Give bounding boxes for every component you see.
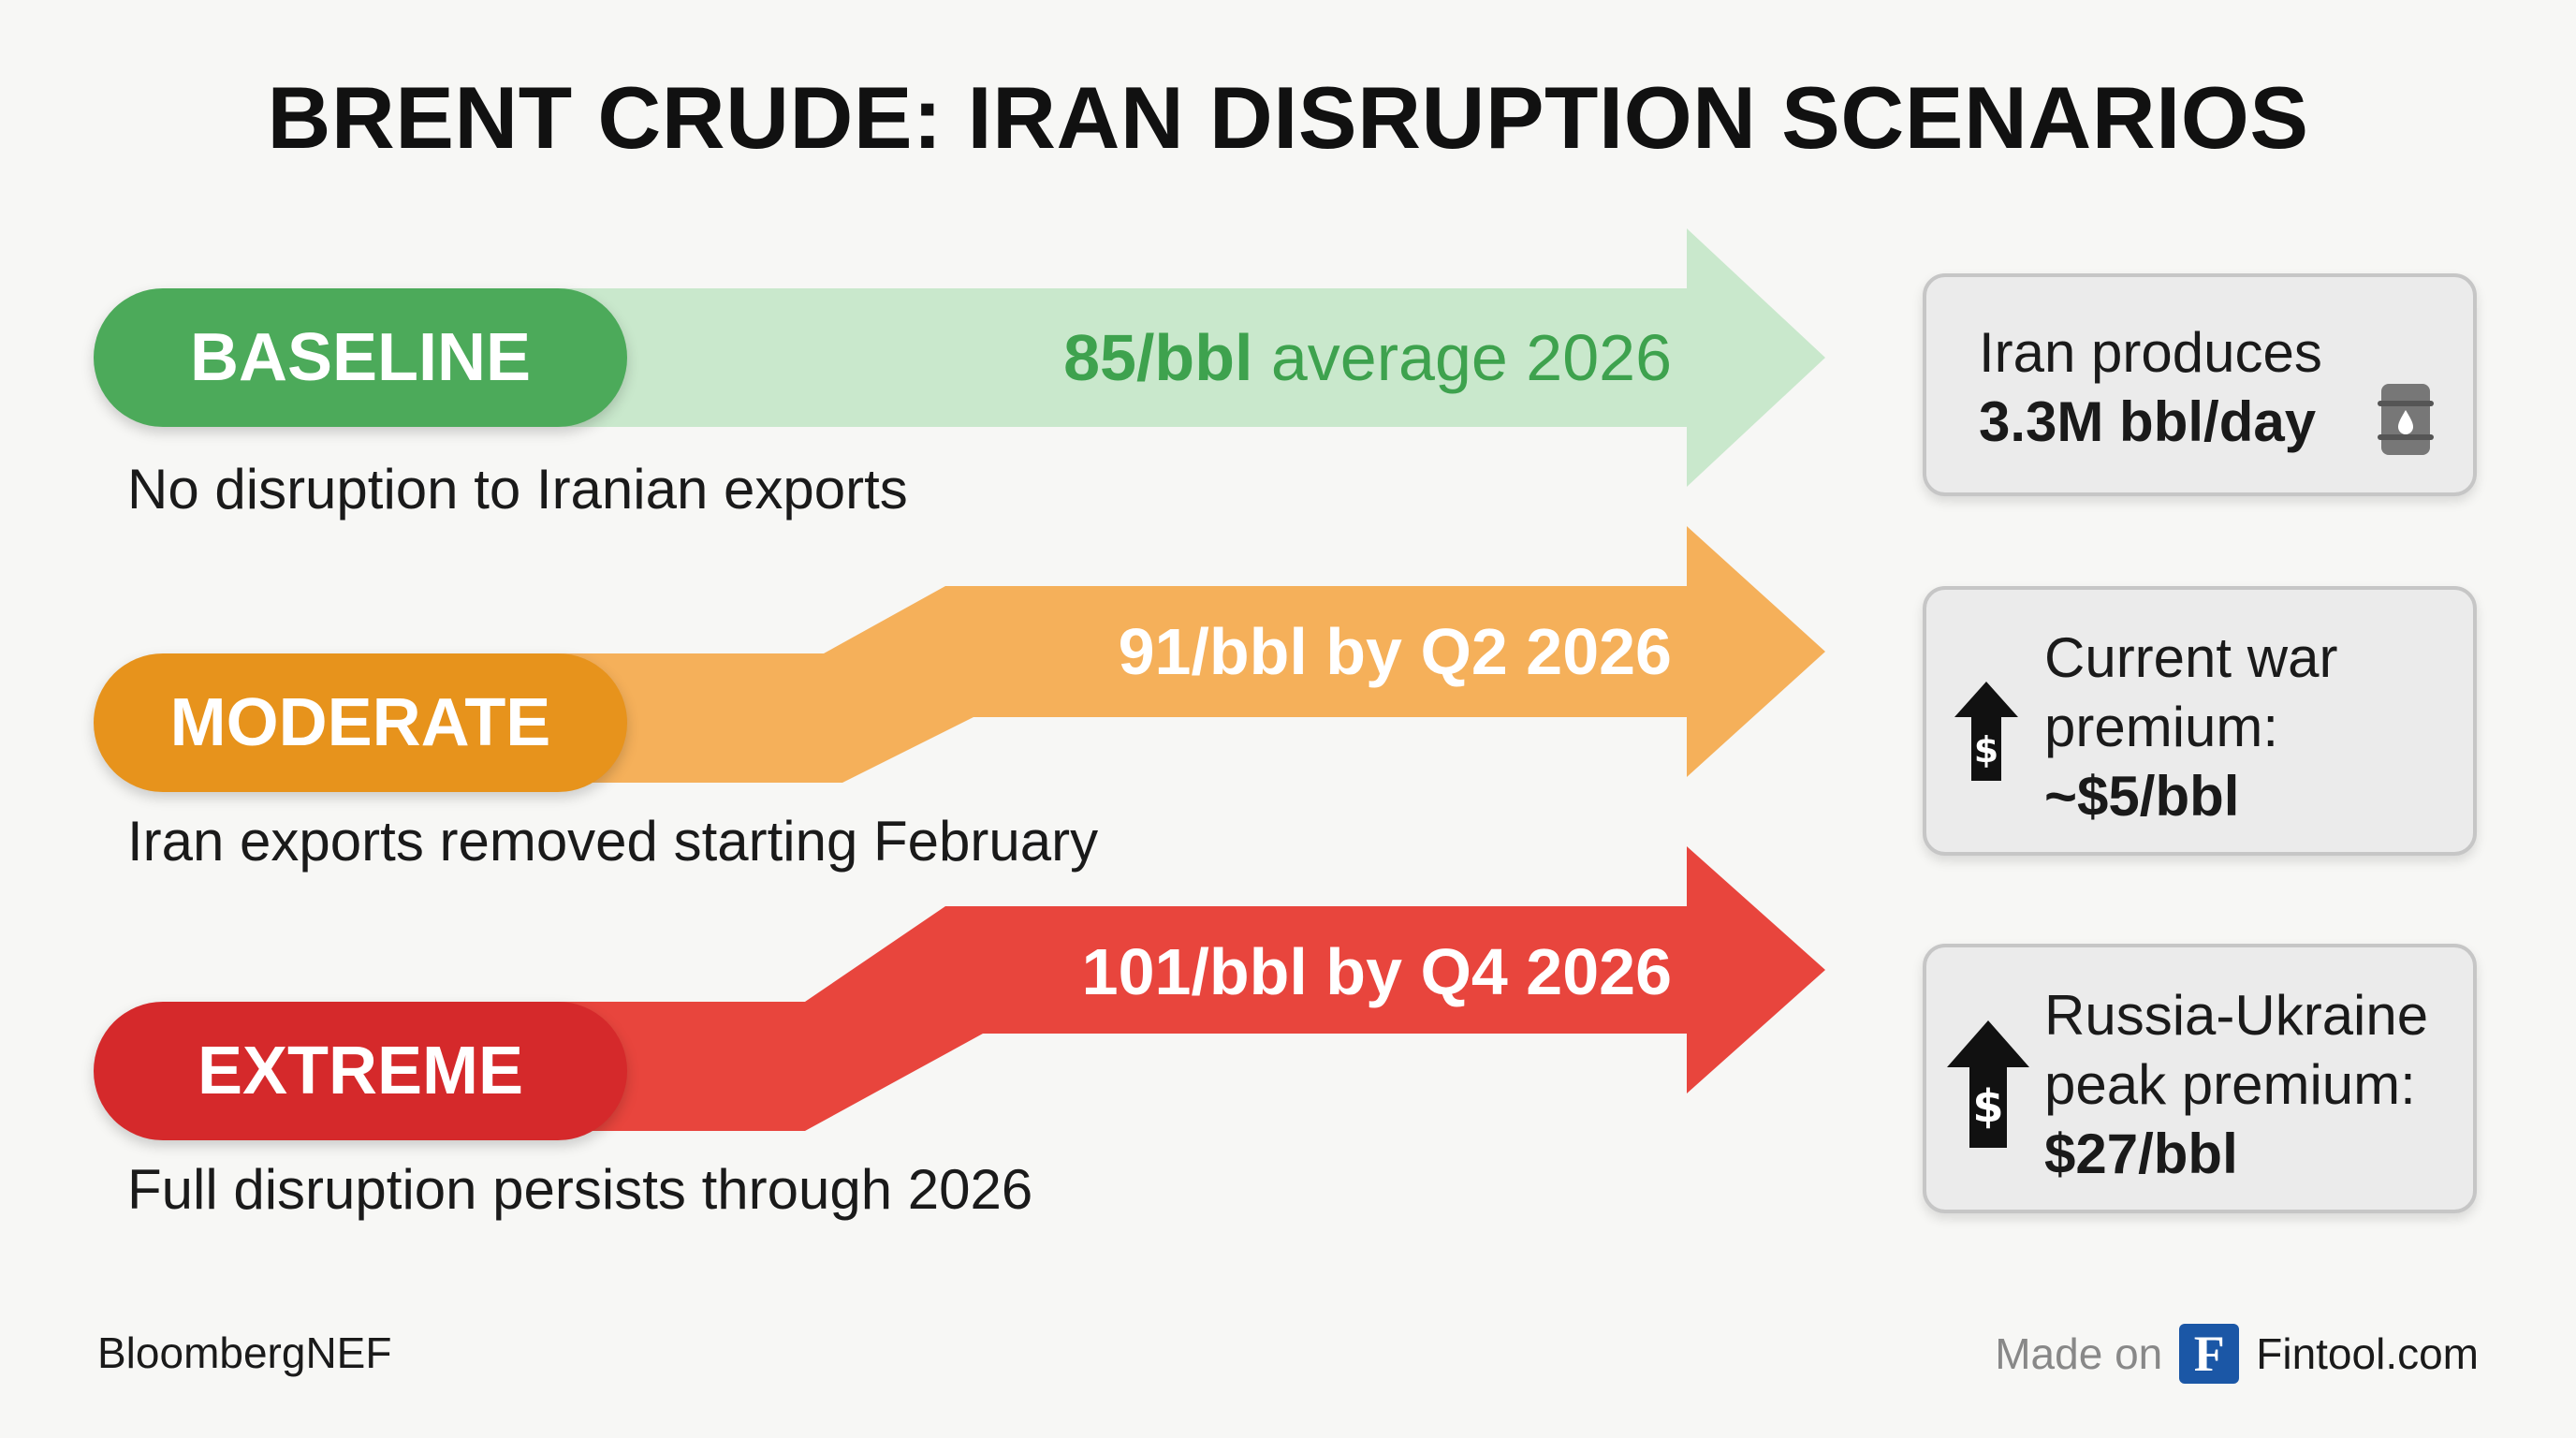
oil-barrel-icon — [2378, 384, 2434, 455]
made-on-credit[interactable]: Made on F Fintool.com — [1995, 1324, 2479, 1384]
baseline-price: 85/bbl — [1063, 321, 1253, 394]
extreme-pill: EXTREME — [94, 1002, 627, 1140]
card-label: Russia-Ukraine — [2044, 984, 2429, 1047]
card-label-2: peak premium: — [2044, 1053, 2416, 1116]
chart-title: BRENT CRUDE: IRAN DISRUPTION SCENARIOS — [267, 68, 2309, 167]
card-label: Iran produces — [1979, 321, 2322, 384]
card-value: ~$5/bbl — [2044, 765, 2240, 828]
fintool-brand[interactable]: Fintool.com — [2256, 1329, 2479, 1378]
baseline-price-note: average 2026 — [1270, 321, 1672, 394]
baseline-arrow — [243, 228, 1825, 487]
fintool-logo-icon: F — [2179, 1324, 2240, 1384]
card-label-2: premium: — [2044, 696, 2279, 758]
extreme-target: 101/bbl by Q4 2026 — [1081, 935, 1672, 1008]
source-credit: BloombergNEF — [97, 1328, 392, 1377]
moderate-description: Iran exports removed starting February — [127, 810, 1099, 873]
card-text: Russia-Ukraine peak premium: $27/bbl — [2044, 981, 2428, 1189]
baseline-pill: BASELINE — [94, 288, 627, 427]
russia-ukraine-premium-card: $ Russia-Ukraine peak premium: $27/bbl — [1923, 944, 2477, 1213]
extreme-description: Full disruption persists through 2026 — [127, 1158, 1033, 1221]
moderate-target: 91/bbl by Q2 2026 — [1118, 615, 1672, 688]
dollar-up-arrow-icon: $ — [1954, 682, 2018, 781]
baseline-target: 85/bbl average 2026 — [1063, 320, 1672, 395]
made-on-label: Made on — [1995, 1329, 2163, 1378]
card-text: Current war premium: ~$5/bbl — [2044, 624, 2337, 831]
current-war-premium-card: $ Current war premium: ~$5/bbl — [1923, 586, 2477, 856]
extreme-arrow — [243, 846, 1825, 1131]
svg-text:$: $ — [1974, 729, 1998, 770]
iran-production-card: Iran produces 3.3M bbl/day — [1923, 273, 2477, 496]
card-value: 3.3M bbl/day — [1979, 390, 2317, 453]
card-text: Iran produces 3.3M bbl/day — [1979, 318, 2322, 457]
svg-text:$: $ — [1972, 1080, 2003, 1133]
moderate-pill: MODERATE — [94, 653, 627, 792]
moderate-arrow — [243, 526, 1825, 783]
card-value: $27/bbl — [2044, 1123, 2238, 1185]
dollar-up-arrow-icon: $ — [1947, 1020, 2029, 1148]
baseline-description: No disruption to Iranian exports — [127, 458, 908, 521]
card-label: Current war — [2044, 626, 2338, 689]
